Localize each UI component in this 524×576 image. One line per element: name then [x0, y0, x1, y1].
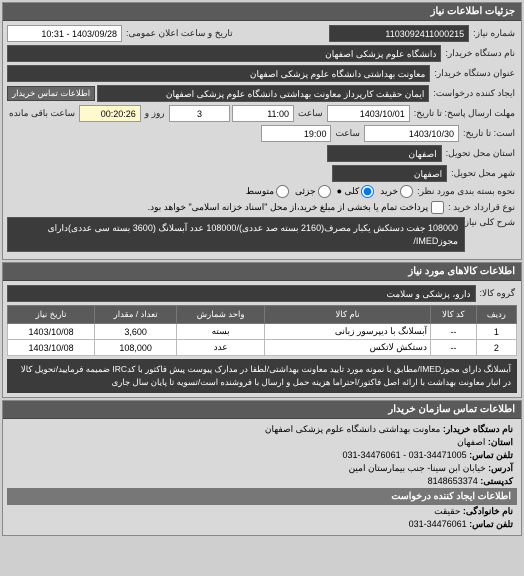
requester-label: ایجاد کننده درخواست: — [431, 88, 517, 99]
table-row: 1--آبسلانگ با دیپرسور زبانیبسته3,6001403… — [8, 324, 517, 340]
general-desc-field: 108000 جفت دستکش یکبار مصرف(2160 بسته صد… — [7, 217, 465, 252]
from-time-field: 19:00 — [261, 125, 331, 142]
c-family-val: حقیقت — [434, 506, 460, 516]
radio-small[interactable]: جزئی — [295, 185, 331, 198]
c-addr-val: خیابان ابن سینا- جنب بیمارستان امین — [349, 463, 486, 473]
th-row: ردیف — [476, 306, 516, 324]
public-datetime-label: تاریخ و ساعت اعلان عمومی: — [124, 28, 235, 39]
contact-header: اطلاعات تماس سازمان خریدار — [3, 401, 521, 419]
cell-name: دستکش لاتکس — [265, 340, 431, 356]
payment-note: پرداخت تمام یا بخشی از مبلغ خرید،از محل … — [148, 202, 428, 213]
from-date-label: است: تا تاریخ: — [461, 128, 517, 139]
th-name: نام کالا — [265, 306, 431, 324]
buyer-name-field: دانشگاه علوم پزشکی اصفهان — [7, 45, 441, 62]
delivery-city-label: شهر محل تحویل: — [449, 168, 517, 179]
contact-panel: اطلاعات تماس سازمان خریدار نام دستگاه خر… — [2, 400, 522, 536]
c-buyer-val: معاونت بهداشتی دانشگاه علوم پزشکی اصفهان — [265, 424, 440, 434]
c-buyer-label: نام دستگاه خریدار: — [443, 424, 513, 434]
th-date: تاریخ نیاز — [8, 306, 95, 324]
radio-medium[interactable]: متوسط — [246, 185, 289, 198]
reply-time-field: 11:00 — [232, 105, 294, 122]
cell-row: 1 — [476, 324, 516, 340]
reply-date-field: 1403/10/01 — [327, 105, 410, 122]
c-addr-label: آدرس: — [488, 463, 513, 473]
cell-date: 1403/10/08 — [8, 340, 95, 356]
goods-group-label: گروه کالا: — [478, 288, 517, 299]
public-datetime-field: 1403/09/28 - 10:31 — [7, 25, 122, 42]
unit-name-label: عنوان دستگاه خریدار: — [432, 68, 517, 79]
c-postal-val: 8148653374 — [428, 476, 478, 486]
contract-type-label: نوع قرارداد خرید : — [446, 202, 517, 213]
general-desc-label: شرح کلی نیاز: — [467, 217, 517, 228]
cell-date: 1403/10/08 — [8, 324, 95, 340]
cell-code: -- — [430, 324, 476, 340]
radio-all[interactable]: کلی ● — [337, 185, 375, 198]
need-details-header: جزئیات اطلاعات نیاز — [3, 3, 521, 21]
from-date-field: 1403/10/30 — [364, 125, 459, 142]
goods-group-field: دارو، پزشکی و سلامت — [7, 285, 476, 302]
delivery-city-field: اصفهان — [332, 165, 447, 182]
reply-days-field: 3 — [169, 105, 231, 122]
c-phone-label: تلفن تماس: — [469, 450, 513, 460]
unit-name-field: معاونت بهداشتی دانشگاه علوم پزشکی اصفهان — [7, 65, 430, 82]
requester-field: ایمان حقیقت کارپرداز معاونت بهداشتی دانش… — [97, 85, 429, 102]
cell-qty: 3,600 — [95, 324, 177, 340]
buyer-name-label: نام دستگاه خریدار: — [443, 48, 517, 59]
c-postal-label: کدپستی: — [480, 476, 513, 486]
packaging-radios: خرید کلی ● جزئی متوسط — [246, 185, 413, 198]
th-qty: تعداد / مقدار — [95, 306, 177, 324]
th-unit: واحد شمارش — [177, 306, 265, 324]
c-cphone-val: 34476061-031 — [409, 519, 467, 529]
cell-qty: 108,000 — [95, 340, 177, 356]
table-row: 2--دستکش لاتکسعدد108,0001403/10/08 — [8, 340, 517, 356]
c-phone-val: 34471005-031 - 34476061-031 — [343, 450, 467, 460]
cell-unit: بسته — [177, 324, 265, 340]
goods-panel: اطلاعات کالاهای مورد نیاز گروه کالا: دار… — [2, 262, 522, 398]
th-code: کد کالا — [430, 306, 476, 324]
packaging-label: نحوه بسته بندی مورد نظر: — [415, 186, 517, 197]
need-details-panel: جزئیات اطلاعات نیاز شماره نیاز: 11030924… — [2, 2, 522, 260]
time-label-1: ساعت — [296, 108, 325, 119]
c-prov-val: اصفهان — [457, 437, 485, 447]
payment-checkbox-row: پرداخت تمام یا بخشی از مبلغ خرید،از محل … — [148, 201, 444, 214]
radio-cash[interactable]: خرید — [380, 185, 413, 198]
delivery-place-field: اصفهان — [327, 145, 442, 162]
day-label: روز و — [143, 108, 167, 119]
remain-label: ساعت باقی مانده — [7, 108, 77, 119]
creator-header: اطلاعات ایجاد کننده درخواست — [7, 488, 517, 505]
cell-name: آبسلانگ با دیپرسور زبانی — [265, 324, 431, 340]
delivery-place-label: استان محل تحویل: — [444, 148, 517, 159]
cell-unit: عدد — [177, 340, 265, 356]
goods-note: آبسلانگ دارای مجوزIMED/مطابق با نمونه مو… — [7, 359, 517, 393]
payment-checkbox[interactable] — [431, 201, 444, 214]
time-label-2: ساعت — [333, 128, 362, 139]
c-cphone-label: تلفن تماس: — [469, 519, 513, 529]
reply-remain-field: 00:20:26 — [79, 105, 141, 122]
c-family-label: نام خانوادگی: — [463, 506, 513, 516]
req-no-label: شماره نیاز: — [471, 28, 517, 39]
c-prov-label: استان: — [488, 437, 513, 447]
items-table: ردیف کد کالا نام کالا واحد شمارش تعداد /… — [7, 305, 517, 356]
goods-header: اطلاعات کالاهای مورد نیاز — [3, 263, 521, 281]
cell-row: 2 — [476, 340, 516, 356]
reply-deadline-label: مهلت ارسال پاسخ: تا تاریخ: — [412, 108, 517, 119]
cell-code: -- — [430, 340, 476, 356]
req-no-field: 1103092411000215 — [329, 25, 469, 42]
buyer-contact-button[interactable]: اطلاعات تماس خریدار — [7, 86, 95, 101]
